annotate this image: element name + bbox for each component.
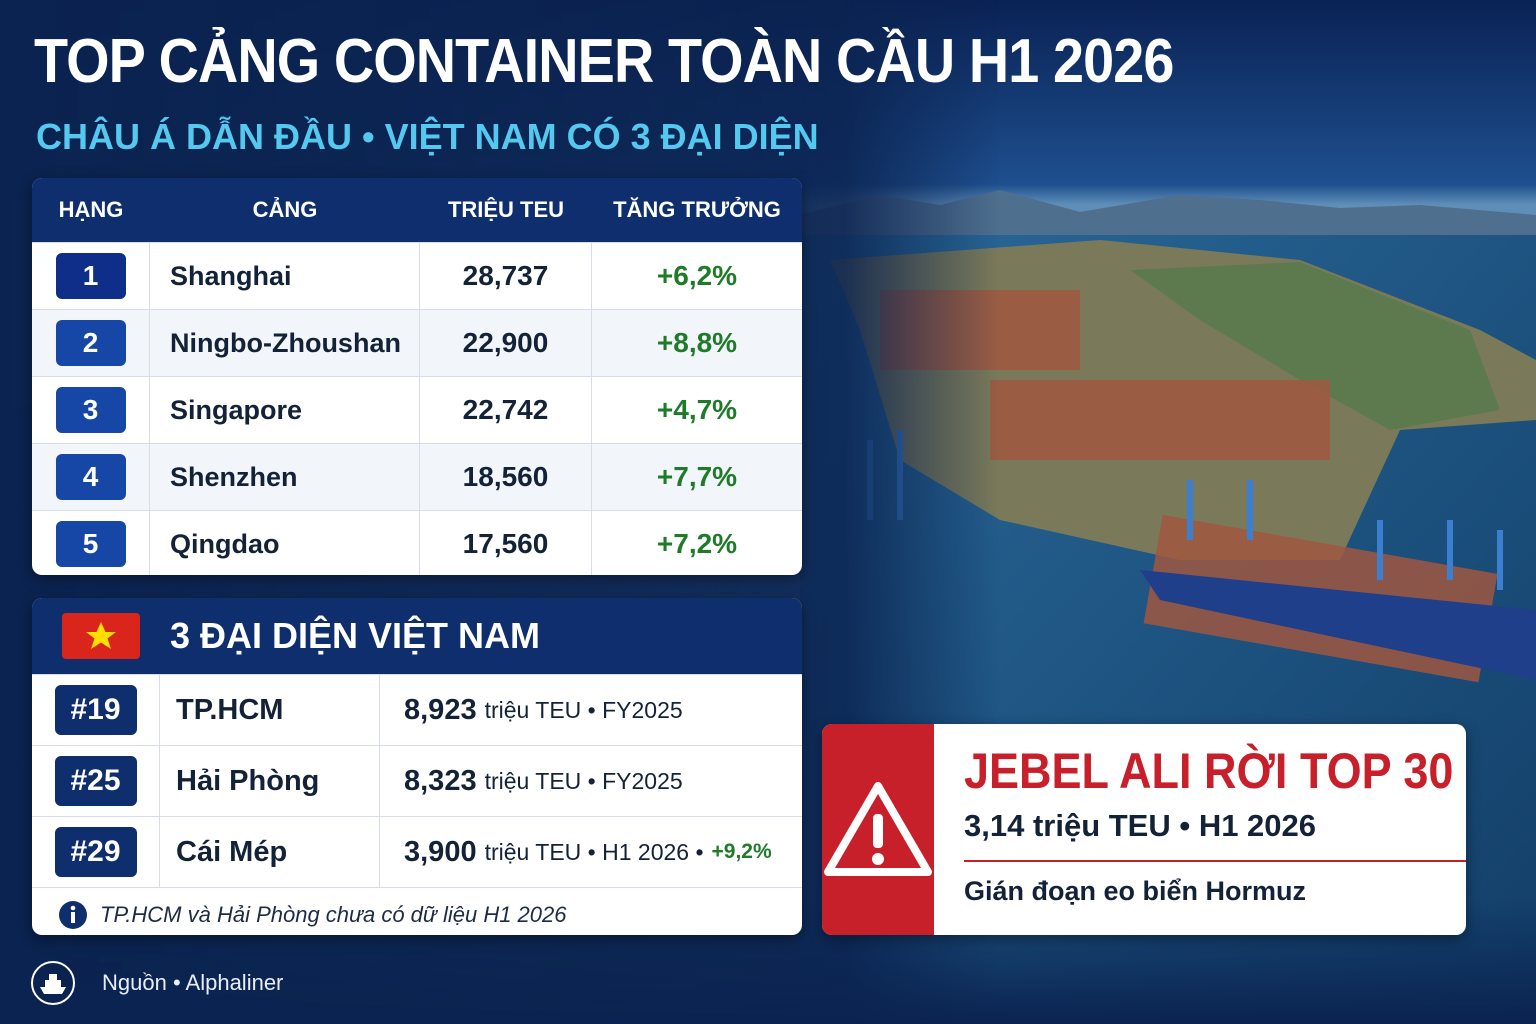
column-header: TRIỆU TEU: [447, 197, 565, 222]
table-row: 1 Shanghai 28,737 +6,2%: [32, 242, 802, 309]
column-header: HẠNG: [58, 197, 124, 222]
teu-value: 18,560: [420, 444, 592, 510]
alert-subtitle: 3,14 triệu TEU • H1 2026: [964, 808, 1317, 843]
vietnam-value-cell: 8,323 triệu TEU • FY2025: [380, 746, 802, 816]
vietnam-value-cell: 8,923 triệu TEU • FY2025: [380, 675, 802, 745]
table-row: 5 Qingdao 17,560 +7,2%: [32, 510, 802, 575]
ship-icon: [31, 961, 75, 1005]
vietnam-value: 8,323: [404, 764, 477, 797]
rank-cell: 3: [32, 377, 150, 443]
rank-cell: 5: [32, 511, 150, 575]
alert-note: Gián đoạn eo biển Hormuz: [964, 876, 1307, 906]
growth-value: +6,2%: [656, 260, 738, 291]
vietnam-value-cell: 3,900 triệu TEU • H1 2026 • +9,2%: [380, 817, 802, 887]
vietnam-title: 3 ĐẠI DIỆN VIỆT NAM: [170, 615, 541, 656]
vietnam-port: Hải Phòng: [160, 746, 380, 816]
rank-cell: 1: [32, 243, 150, 309]
vietnam-rows: #19 TP.HCM 8,923 triệu TEU • FY2025 #25 Hải P…: [32, 674, 802, 887]
port-name: Singapore: [150, 377, 420, 443]
table-row: 4 Shenzhen 18,560 +7,7%: [32, 443, 802, 510]
alert-icon-box: [822, 724, 934, 935]
vietnam-detail: triệu TEU • FY2025: [484, 696, 683, 723]
alert-content: JEBEL ALI RỜI TOP 30 3,14 triệu TEU • H1…: [934, 724, 1466, 935]
table-row: 3 Singapore 22,742 +4,7%: [32, 376, 802, 443]
vietnam-port: TP.HCM: [160, 675, 380, 745]
vietnam-rank: #19: [54, 685, 137, 735]
info-icon: [59, 901, 87, 929]
teu-value: 28,737: [420, 243, 592, 309]
vietnam-value: 8,923: [404, 693, 477, 726]
port-name: Qingdao: [150, 511, 420, 575]
alert-title: JEBEL ALI RỜI TOP 30: [964, 743, 1454, 799]
rank-badge: 5: [55, 521, 126, 567]
vietnam-growth: +9,2%: [711, 840, 772, 863]
rank-badge: 2: [55, 320, 126, 366]
vietnam-detail: triệu TEU • H1 2026 •: [484, 838, 704, 865]
growth-value: +7,7%: [656, 461, 738, 492]
vietnam-port: Cái Mép: [160, 817, 380, 887]
vietnam-note-row: TP.HCM và Hải Phòng chưa có dữ liệu H1 2…: [32, 887, 802, 935]
table-header: HẠNG CẢNG TRIỆU TEU TĂNG TRƯỞNG: [32, 178, 802, 242]
vietnam-row: #25 Hải Phòng 8,323 triệu TEU • FY2025: [32, 745, 802, 816]
port-name: Shenzhen: [150, 444, 420, 510]
port-name: Ningbo-Zhoushan: [150, 310, 420, 376]
port-name: Shanghai: [150, 243, 420, 309]
vietnam-rank: #25: [54, 756, 137, 806]
vietnam-row: #19 TP.HCM 8,923 triệu TEU • FY2025: [32, 674, 802, 745]
column-header: CẢNG: [252, 197, 318, 222]
table-row: 2 Ningbo-Zhoushan 22,900 +8,8%: [32, 309, 802, 376]
rank-cell: 4: [32, 444, 150, 510]
vietnam-rank-cell: #19: [32, 675, 160, 745]
vietnam-rank: #29: [54, 827, 137, 877]
vietnam-rank-cell: #25: [32, 746, 160, 816]
vietnam-value: 3,900: [404, 835, 477, 868]
vietnam-flag: [62, 613, 140, 659]
teu-value: 17,560: [420, 511, 592, 575]
teu-value: 22,900: [420, 310, 592, 376]
subtitle: CHÂU Á DẪN ĐẦU • VIỆT NAM CÓ 3 ĐẠI DIỆN: [36, 116, 819, 157]
source: Nguồn • Alphaliner: [102, 970, 284, 995]
growth-value: +8,8%: [656, 327, 738, 358]
column-header: TĂNG TRƯỞNG: [613, 197, 781, 222]
title: TOP CẢNG CONTAINER TOÀN CẦU H1 2026: [34, 27, 1174, 96]
table-body: 1 Shanghai 28,737 +6,2% 2 Ningbo-Zhoushan 22,9…: [32, 242, 802, 575]
rank-badge: 4: [55, 454, 126, 500]
rank-badge: 3: [55, 387, 126, 433]
vietnam-row: #29 Cái Mép 3,900 triệu TEU • H1 2026 • +9,2…: [32, 816, 802, 887]
vietnam-detail: triệu TEU • FY2025: [484, 767, 683, 794]
alert-divider: [964, 860, 1466, 862]
rank-badge: 1: [55, 253, 126, 299]
ranking-table: HẠNG CẢNG TRIỆU TEU TĂNG TRƯỞNG 1 Shanghai 28…: [32, 178, 802, 575]
growth-value: +7,2%: [656, 528, 738, 559]
vietnam-header: 3 ĐẠI DIỆN VIỆT NAM: [32, 598, 802, 674]
vietnam-rank-cell: #29: [32, 817, 160, 887]
alert-card: JEBEL ALI RỜI TOP 30 3,14 triệu TEU • H1…: [822, 724, 1466, 935]
teu-value: 22,742: [420, 377, 592, 443]
vietnam-panel: 3 ĐẠI DIỆN VIỆT NAM #19 TP.HCM 8,923 triệu …: [32, 598, 802, 935]
rank-cell: 2: [32, 310, 150, 376]
growth-value: +4,7%: [656, 394, 738, 425]
vietnam-note: TP.HCM và Hải Phòng chưa có dữ liệu H1 2…: [100, 902, 567, 927]
warning-icon: [824, 781, 932, 876]
